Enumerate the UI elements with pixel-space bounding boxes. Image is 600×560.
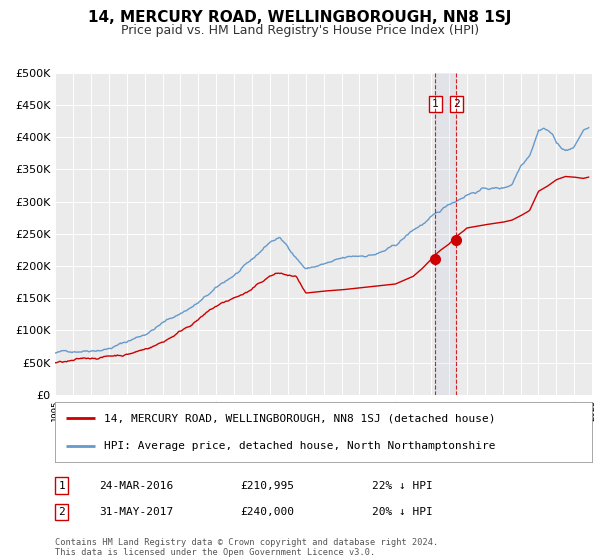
Text: £240,000: £240,000 (240, 507, 294, 517)
Text: 2: 2 (58, 507, 65, 517)
Text: 20% ↓ HPI: 20% ↓ HPI (372, 507, 433, 517)
Text: 2: 2 (453, 99, 460, 109)
Text: Contains HM Land Registry data © Crown copyright and database right 2024.
This d: Contains HM Land Registry data © Crown c… (55, 538, 439, 557)
Text: Price paid vs. HM Land Registry's House Price Index (HPI): Price paid vs. HM Land Registry's House … (121, 24, 479, 37)
Bar (435, 73, 457, 395)
Text: 31-MAY-2017: 31-MAY-2017 (99, 507, 173, 517)
Text: 22% ↓ HPI: 22% ↓ HPI (372, 480, 433, 491)
Text: HPI: Average price, detached house, North Northamptonshire: HPI: Average price, detached house, Nort… (104, 441, 495, 451)
Text: 14, MERCURY ROAD, WELLINGBOROUGH, NN8 1SJ (detached house): 14, MERCURY ROAD, WELLINGBOROUGH, NN8 1S… (104, 413, 495, 423)
Text: 14, MERCURY ROAD, WELLINGBOROUGH, NN8 1SJ: 14, MERCURY ROAD, WELLINGBOROUGH, NN8 1S… (88, 10, 512, 25)
Text: 1: 1 (58, 480, 65, 491)
Text: £210,995: £210,995 (240, 480, 294, 491)
Text: 24-MAR-2016: 24-MAR-2016 (99, 480, 173, 491)
Text: 1: 1 (431, 99, 439, 109)
